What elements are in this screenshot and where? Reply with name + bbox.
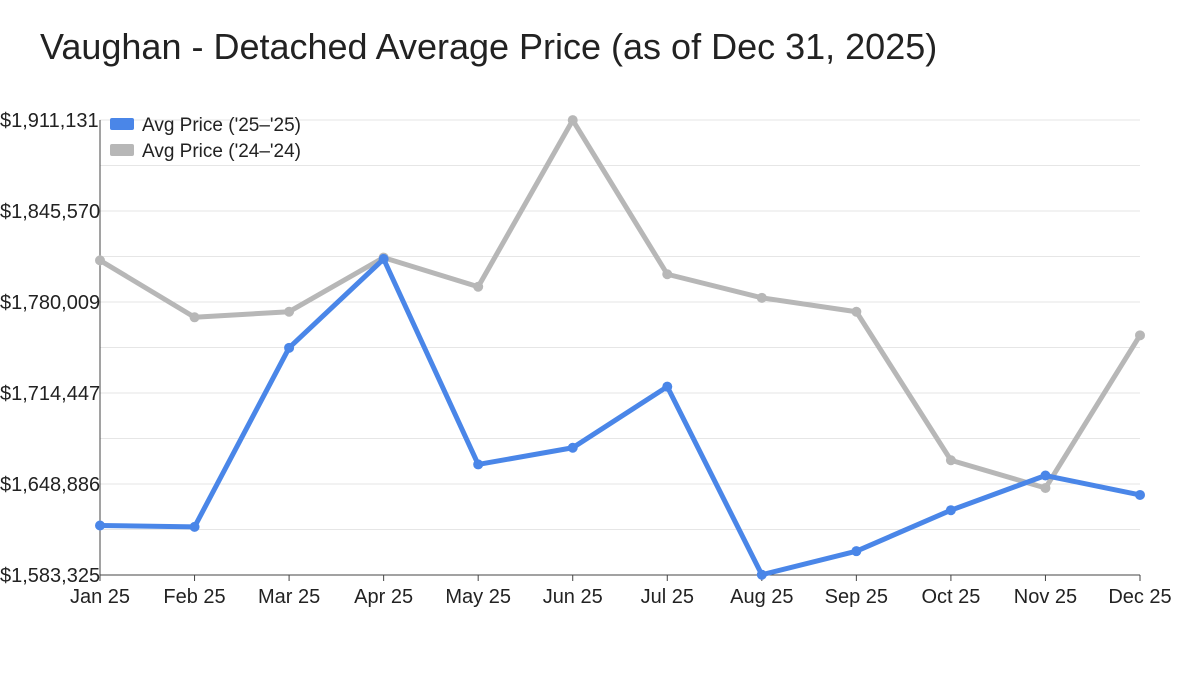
data-point <box>567 442 578 453</box>
legend-swatch <box>110 144 134 156</box>
data-point <box>1135 330 1145 341</box>
x-tick-label: Jun 25 <box>543 586 603 608</box>
x-tick-label: Feb 25 <box>163 586 225 608</box>
y-tick-label: $1,583,325 <box>0 565 100 587</box>
legend-item: Avg Price ('25–'25) <box>110 115 301 136</box>
data-point <box>1040 483 1051 494</box>
data-point <box>95 255 105 266</box>
data-point <box>378 253 389 264</box>
data-point <box>945 505 956 516</box>
y-tick-label: $1,911,131 <box>0 110 99 132</box>
x-tick-label: Oct 25 <box>921 586 980 608</box>
series-layer <box>95 115 1145 580</box>
data-point <box>1040 470 1051 481</box>
legend-label: Avg Price ('24–'24) <box>142 141 301 162</box>
data-point <box>945 455 956 466</box>
y-tick-label: $1,780,009 <box>0 292 100 314</box>
grid-layer <box>100 119 1140 531</box>
data-point <box>1135 489 1145 500</box>
data-point <box>95 520 105 531</box>
y-tick-label: $1,845,570 <box>0 201 100 223</box>
x-tick-label: Dec 25 <box>1108 586 1171 608</box>
legend-label: Avg Price ('25–'25) <box>142 115 301 136</box>
legend-swatch <box>110 118 134 130</box>
x-tick-label: Jul 25 <box>641 586 694 608</box>
x-tick-label: May 25 <box>445 586 511 608</box>
data-point <box>473 281 484 292</box>
chart-title: Vaughan - Detached Average Price (as of … <box>40 26 938 67</box>
x-tick-label: Nov 25 <box>1014 586 1077 608</box>
data-point <box>284 306 295 317</box>
legend: Avg Price ('25–'25) Avg Price ('24–'24) <box>110 115 301 162</box>
data-point <box>473 459 484 470</box>
series-avg-price-25 <box>95 253 1145 580</box>
legend-item: Avg Price ('24–'24) <box>110 141 301 162</box>
x-tick-label: Apr 25 <box>354 586 413 608</box>
data-point <box>284 342 295 353</box>
data-point <box>662 381 673 392</box>
x-tick-label: Mar 25 <box>258 586 320 608</box>
y-tick-label: $1,648,886 <box>0 474 100 496</box>
data-point <box>189 312 200 323</box>
data-point <box>756 292 767 303</box>
series-line <box>97 256 1143 578</box>
data-point <box>756 569 767 580</box>
axis-layer: $1,583,325 $1,648,886 $1,714,447 $1,780,009… <box>0 110 1172 608</box>
data-point <box>662 269 673 280</box>
series-avg-price-24 <box>95 115 1145 494</box>
x-tick-label: Jan 25 <box>70 586 130 608</box>
y-tick-label: $1,714,447 <box>0 383 100 405</box>
data-point <box>567 115 578 126</box>
data-point <box>189 521 200 532</box>
x-tick-label: Sep 25 <box>825 586 888 608</box>
x-tick-label: Aug 25 <box>730 586 793 608</box>
data-point <box>851 306 862 317</box>
series-line <box>97 117 1143 491</box>
data-point <box>851 546 862 557</box>
